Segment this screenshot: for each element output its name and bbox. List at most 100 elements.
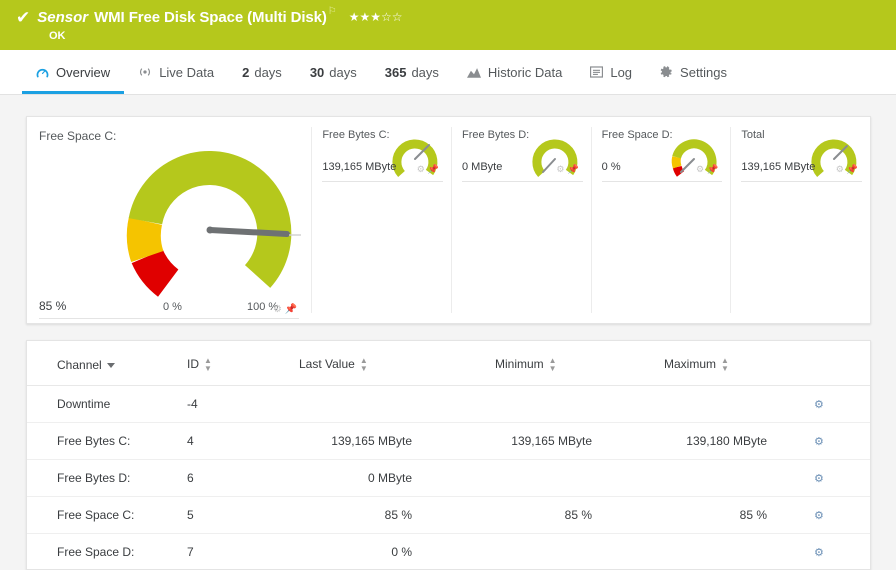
gear-icon[interactable]: ⚙	[556, 165, 564, 174]
gauge-panel-free-bytes-d: Free Bytes D: 0 MByte ⚙ 📌	[451, 117, 591, 323]
gauge-small-value: 139,165 MByte	[741, 161, 815, 173]
table-body: Downtime -4 ⚙ Free Bytes C: 4 139,165 MB…	[27, 386, 870, 570]
cell-last: 85 %	[277, 497, 447, 534]
header-title-row: ✔ Sensor WMI Free Disk Space (Multi Disk…	[16, 6, 896, 28]
sort-icon: ▲▼	[549, 357, 557, 373]
cell-last: 0 MByte	[277, 460, 447, 497]
tab-2-days[interactable]: 2 days	[228, 50, 296, 94]
pin-icon[interactable]: 📌	[847, 165, 858, 174]
log-icon	[590, 66, 603, 78]
tab-overview-label: Overview	[56, 65, 110, 80]
tab-365-days-number: 365	[385, 65, 407, 80]
tab-log[interactable]: Log	[576, 50, 646, 94]
table-row[interactable]: Downtime -4 ⚙	[27, 386, 870, 423]
col-header-last-value[interactable]: Last Value▲▼	[277, 341, 447, 386]
gauges-row: Free Space C: x̄ 0 % 100 % 85 %	[27, 117, 870, 323]
tab-30-days-label: days	[329, 65, 356, 80]
table-row[interactable]: Free Bytes D: 6 0 MByte ⚙	[27, 460, 870, 497]
gauge-small-label: Free Space D:	[602, 129, 673, 141]
cell-channel: Downtime	[27, 386, 187, 423]
cell-max	[617, 534, 792, 570]
tab-365-days[interactable]: 365 days	[371, 50, 453, 94]
panel-divider	[451, 127, 452, 313]
caret-down-icon	[107, 363, 115, 368]
gauge-small-value: 0 MByte	[462, 161, 502, 173]
pin-icon[interactable]: 📌	[567, 165, 578, 174]
pin-icon[interactable]: 📌	[285, 305, 297, 315]
gauge-small-value: 0 %	[602, 161, 621, 173]
col-header-maximum-label: Maximum	[664, 357, 716, 371]
tab-2-days-number: 2	[242, 65, 249, 80]
cell-id: 4	[187, 423, 277, 460]
table-header-row: Channel ID▲▼ Last Value▲▼ Minimum▲▼ Maxi…	[27, 341, 870, 386]
tab-live-data[interactable]: Live Data	[124, 50, 228, 94]
tab-settings-label: Settings	[680, 65, 727, 80]
channels-card: Channel ID▲▼ Last Value▲▼ Minimum▲▼ Maxi…	[26, 340, 871, 570]
gauge-panel-total: Total 139,165 MByte ⚙ 📌	[730, 117, 870, 323]
channels-table: Channel ID▲▼ Last Value▲▼ Minimum▲▼ Maxi…	[27, 341, 870, 570]
tab-settings[interactable]: Settings	[646, 50, 741, 94]
gauge-small-controls: ⚙ 📌	[556, 165, 578, 174]
cell-min	[447, 534, 617, 570]
gear-icon[interactable]: ⚙	[814, 474, 824, 485]
cell-actions: ⚙	[792, 534, 870, 570]
tab-30-days[interactable]: 30 days	[296, 50, 371, 94]
col-header-minimum[interactable]: Minimum▲▼	[447, 341, 617, 386]
priority-stars[interactable]: ★★★☆☆	[349, 10, 403, 24]
gauge-main-svg	[115, 135, 305, 300]
gear-icon[interactable]: ⚙	[814, 548, 824, 559]
gauge-panel-free-space-c: Free Space C: x̄ 0 % 100 % 85 %	[27, 117, 311, 323]
pin-icon[interactable]: 📌	[428, 165, 439, 174]
table-row[interactable]: Free Space D: 7 0 % ⚙	[27, 534, 870, 570]
cell-max	[617, 460, 792, 497]
pin-icon[interactable]: 📌	[707, 165, 718, 174]
panel-divider	[311, 127, 312, 313]
col-header-channel[interactable]: Channel	[27, 341, 187, 386]
tab-bar: Overview Live Data 2 days 30 days 365 da…	[0, 50, 896, 95]
cell-min	[447, 460, 617, 497]
cell-id: 5	[187, 497, 277, 534]
gear-icon[interactable]: ⚙	[836, 165, 844, 174]
tab-30-days-number: 30	[310, 65, 324, 80]
gauge-small-value: 139,165 MByte	[322, 161, 396, 173]
cell-channel: Free Bytes C:	[27, 423, 187, 460]
gear-icon[interactable]: ⚙	[417, 165, 425, 174]
col-header-maximum[interactable]: Maximum▲▼	[617, 341, 792, 386]
tab-historic-data[interactable]: Historic Data	[453, 50, 576, 94]
col-header-id-label: ID	[187, 357, 199, 371]
gauge-panel-free-space-d: Free Space D: 0 % ⚙ 📌	[591, 117, 731, 323]
tab-overview[interactable]: Overview	[22, 50, 124, 94]
gear-icon[interactable]: ⚙	[814, 511, 824, 522]
chart-icon	[467, 66, 481, 78]
gear-icon[interactable]: ⚙	[814, 400, 824, 411]
tab-2-days-label: days	[254, 65, 281, 80]
gauges-card: Free Space C: x̄ 0 % 100 % 85 %	[26, 116, 871, 324]
cell-id: 6	[187, 460, 277, 497]
status-check-icon: ✔	[16, 9, 30, 26]
gauge-small-divider	[602, 181, 723, 182]
cell-actions: ⚙	[792, 386, 870, 423]
cell-id: -4	[187, 386, 277, 423]
gauge-small-divider	[322, 181, 443, 182]
col-header-id[interactable]: ID▲▼	[187, 341, 277, 386]
cell-channel: Free Space C:	[27, 497, 187, 534]
cell-min	[447, 386, 617, 423]
gear-icon[interactable]: ⚙	[696, 165, 704, 174]
gauge-main-label: Free Space C:	[39, 129, 116, 143]
gauge-icon	[36, 66, 49, 79]
cell-actions: ⚙	[792, 460, 870, 497]
gauge-small-divider	[741, 181, 862, 182]
flag-icon[interactable]: ⚐	[328, 6, 337, 17]
table-row[interactable]: Free Space C: 5 85 % 85 % 85 % ⚙	[27, 497, 870, 534]
cell-channel: Free Bytes D:	[27, 460, 187, 497]
cell-id: 7	[187, 534, 277, 570]
gear-icon[interactable]: ⚙	[273, 305, 282, 315]
table-row[interactable]: Free Bytes C: 4 139,165 MByte 139,165 MB…	[27, 423, 870, 460]
cell-min: 85 %	[447, 497, 617, 534]
tab-log-label: Log	[610, 65, 632, 80]
cell-actions: ⚙	[792, 497, 870, 534]
gauge-main-divider	[39, 318, 299, 319]
tab-live-data-label: Live Data	[159, 65, 214, 80]
gear-icon[interactable]: ⚙	[814, 437, 824, 448]
sort-icon: ▲▼	[360, 357, 368, 373]
